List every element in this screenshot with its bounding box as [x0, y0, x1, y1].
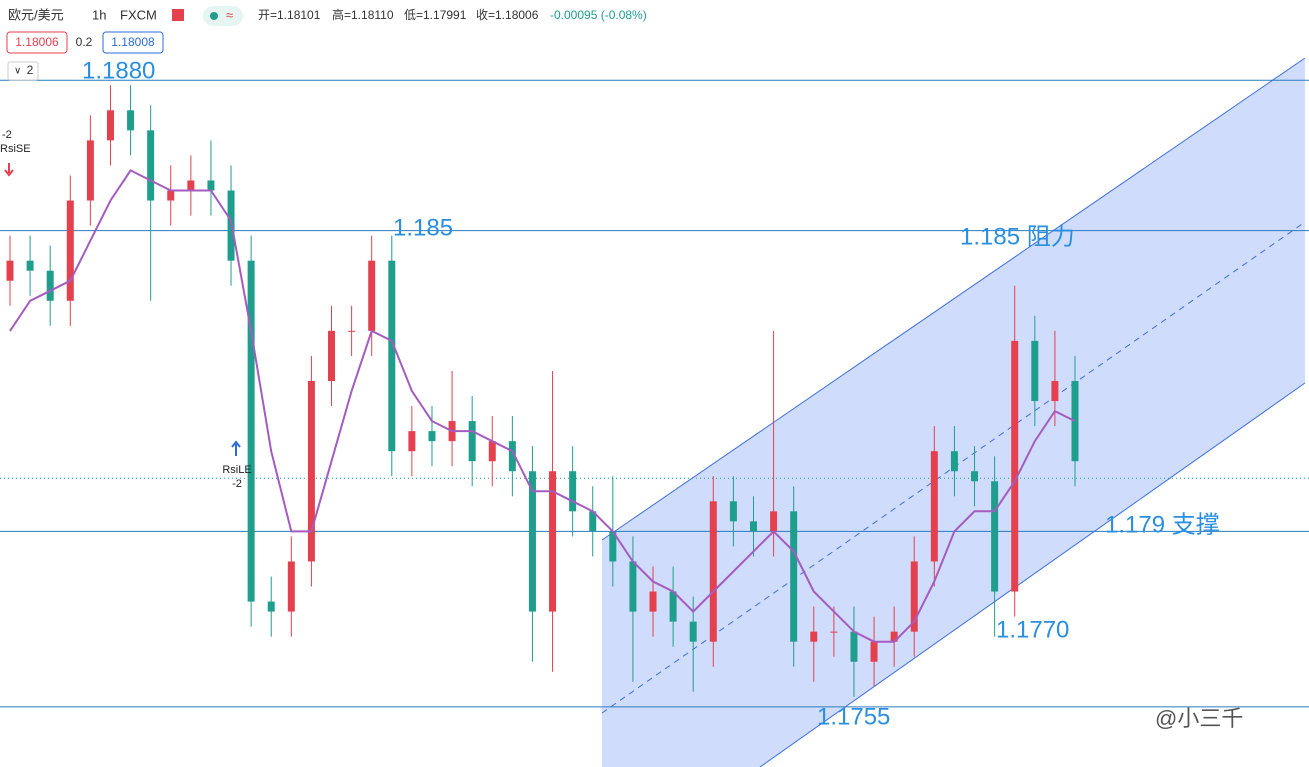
candle-body — [991, 481, 999, 592]
candle-body — [930, 451, 938, 562]
candle-body — [1051, 380, 1059, 402]
candle-body — [247, 260, 255, 602]
candle-body — [167, 190, 175, 201]
sell-button[interactable] — [6, 31, 68, 54]
candle-body — [669, 591, 677, 622]
annotation: 1.185 阻力 — [960, 223, 1075, 250]
candle-body — [689, 621, 697, 642]
candle-body — [488, 441, 496, 462]
candle-body — [549, 471, 557, 612]
sell-arrow — [4, 163, 14, 177]
candle-body — [790, 511, 798, 642]
candle-body — [187, 180, 195, 191]
ohlc-low: 低=1.17991 — [404, 8, 467, 22]
layers-button[interactable] — [7, 61, 39, 81]
ohlc-close: 收=1.18006 — [476, 8, 539, 22]
candle-body — [649, 591, 657, 612]
ohlc-open: 开=1.18101 — [258, 8, 321, 22]
candle-body — [569, 471, 577, 512]
candle-body — [950, 451, 958, 472]
chevron: ∨ — [14, 66, 21, 77]
candle-body — [1011, 340, 1019, 592]
candle-body — [468, 421, 476, 462]
spread: 0.2 — [76, 35, 93, 49]
candle-body — [106, 110, 114, 141]
candle-body — [749, 521, 757, 532]
candle-body — [709, 501, 717, 642]
candle-body — [307, 380, 315, 562]
candle-body — [388, 260, 396, 452]
sell-price[interactable]: 1.18006 — [15, 35, 59, 49]
candle-body — [629, 561, 637, 612]
candle-body — [86, 140, 94, 201]
signal-label: -2 — [232, 478, 242, 490]
layers-count[interactable]: 2 — [27, 63, 34, 77]
signal-label: RsiSE — [0, 143, 31, 155]
channel-upper — [601, 57, 1306, 541]
candle-body — [46, 270, 54, 301]
symbol: 欧元/美元 — [8, 7, 64, 22]
candle-body — [408, 431, 416, 452]
candle-body — [589, 511, 597, 532]
buy-button[interactable] — [102, 31, 164, 54]
annotation: 1.1770 — [996, 616, 1069, 643]
candle-body — [428, 431, 436, 442]
annotation: 1.1880 — [82, 57, 155, 84]
status-pill[interactable] — [203, 6, 243, 26]
buy-price[interactable]: 1.18008 — [111, 35, 155, 49]
candle-body — [609, 531, 617, 562]
flag-icon[interactable] — [172, 9, 184, 21]
candle-body — [348, 330, 356, 332]
channel-lower — [759, 382, 1306, 767]
source: FXCM — [120, 7, 157, 22]
candle-body — [328, 330, 336, 381]
candle-body — [66, 200, 74, 301]
candle-body — [6, 260, 14, 281]
candle-body — [147, 130, 155, 201]
annotation: 1.179 支撑 — [1105, 511, 1220, 538]
status-wave: ≈ — [226, 7, 233, 22]
candle-body — [528, 471, 536, 612]
candle-body — [810, 631, 818, 642]
candle-body — [127, 110, 135, 131]
status-dot — [210, 12, 218, 20]
buy-arrow — [231, 440, 241, 456]
candle-body — [26, 260, 34, 271]
candle-body — [267, 601, 275, 612]
moving-average — [9, 169, 1076, 643]
candle-body — [368, 260, 376, 331]
signal-label: -2 — [2, 129, 12, 141]
ohlc-high: 高=1.18110 — [332, 7, 394, 22]
annotation: 1.185 — [393, 214, 453, 241]
candle-body — [508, 441, 516, 472]
candle-body — [850, 631, 858, 662]
annotation: 1.1755 — [817, 703, 890, 730]
signal-label: RsiLE — [222, 464, 251, 476]
candle-body — [287, 561, 295, 612]
candle-body — [1031, 340, 1039, 402]
candle-body — [910, 561, 918, 632]
header-bg — [0, 0, 1309, 58]
interval[interactable]: 1h — [92, 7, 106, 22]
candle-body — [870, 641, 878, 662]
candle-body — [830, 631, 838, 633]
watermark: @小三千 — [1155, 706, 1243, 731]
candle-body — [729, 501, 737, 522]
ohlc-change: -0.00095 (-0.08%) — [550, 8, 647, 22]
candle-body — [770, 511, 778, 532]
channel-fill — [602, 58, 1305, 767]
candle-body — [207, 180, 215, 191]
candle-body — [890, 631, 898, 642]
candle-body — [971, 471, 979, 482]
